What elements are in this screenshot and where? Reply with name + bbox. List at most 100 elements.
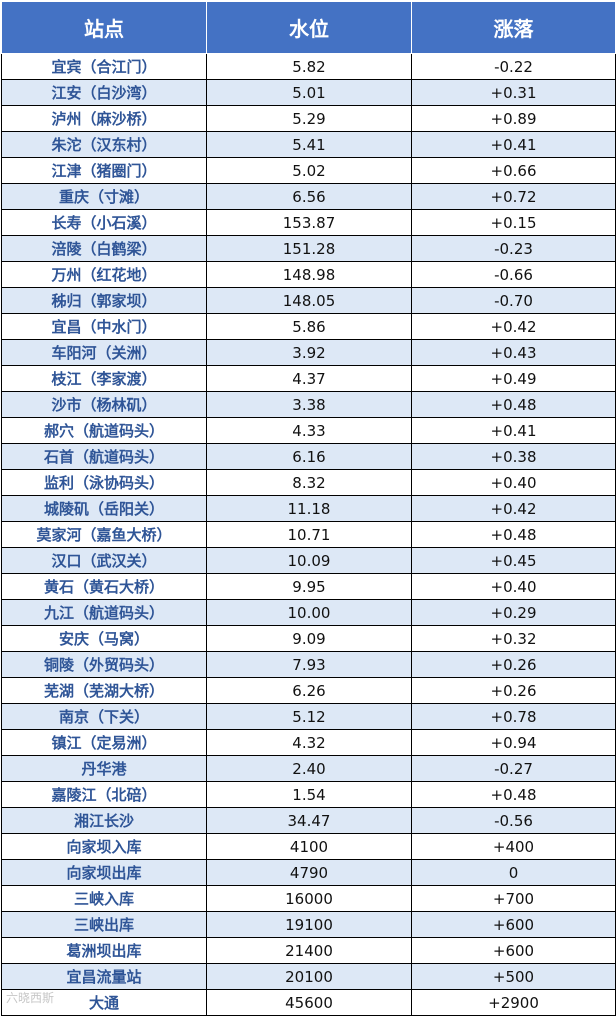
- water-level-cell: 4100: [206, 833, 412, 860]
- change-cell: +0.72: [411, 183, 616, 210]
- station-cell: 葛洲坝出库: [1, 937, 207, 964]
- change-cell: +0.66: [411, 157, 616, 184]
- water-level-cell: 1.54: [206, 781, 412, 808]
- table-row: 朱沱（汉东村） 5.41 +0.41: [1, 131, 616, 158]
- water-level-cell: 10.71: [206, 521, 412, 548]
- table-row: 石首（航道码头） 6.16 +0.38: [1, 443, 616, 470]
- change-cell: +0.40: [411, 573, 616, 600]
- table-row: 江津（猪圈门） 5.02 +0.66: [1, 157, 616, 184]
- change-cell: +0.31: [411, 79, 616, 106]
- table-row: 葛洲坝出库 21400 +600: [1, 937, 616, 964]
- change-cell: +0.41: [411, 131, 616, 158]
- water-level-cell: 4.37: [206, 365, 412, 392]
- station-cell: 重庆（寸滩）: [1, 183, 207, 210]
- water-level-cell: 5.01: [206, 79, 412, 106]
- table-row: 安庆（马窝） 9.09 +0.32: [1, 625, 616, 652]
- water-level-cell: 21400: [206, 937, 412, 964]
- water-level-cell: 5.12: [206, 703, 412, 730]
- station-cell: 三峡出库: [1, 911, 207, 938]
- station-cell: 秭归（郭家坝）: [1, 287, 207, 314]
- change-cell: -0.22: [411, 53, 616, 80]
- change-cell: +400: [411, 833, 616, 860]
- water-level-cell: 4.33: [206, 417, 412, 444]
- table-row: 丹华港 2.40 -0.27: [1, 755, 616, 782]
- change-cell: +0.49: [411, 365, 616, 392]
- water-level-cell: 4.32: [206, 729, 412, 756]
- change-cell: +0.48: [411, 521, 616, 548]
- change-cell: +0.26: [411, 677, 616, 704]
- station-cell: 车阳河（关洲）: [1, 339, 207, 366]
- water-level-cell: 151.28: [206, 235, 412, 262]
- water-level-cell: 2.40: [206, 755, 412, 782]
- change-cell: +0.48: [411, 781, 616, 808]
- table-row: 车阳河（关洲） 3.92 +0.43: [1, 339, 616, 366]
- change-cell: +0.42: [411, 313, 616, 340]
- station-cell: 监利（泳协码头）: [1, 469, 207, 496]
- table-row: 宜宾（合江门） 5.82 -0.22: [1, 53, 616, 80]
- table-row: 万州（红花地） 148.98 -0.66: [1, 261, 616, 288]
- table-row: 泸州（麻沙桥） 5.29 +0.89: [1, 105, 616, 132]
- header-change: 涨落: [411, 1, 616, 54]
- water-level-cell: 5.82: [206, 53, 412, 80]
- station-cell: 涪陵（白鹤梁）: [1, 235, 207, 262]
- station-cell: 南京（下关）: [1, 703, 207, 730]
- station-cell: 宜昌流量站: [1, 963, 207, 990]
- station-cell: 安庆（马窝）: [1, 625, 207, 652]
- water-level-cell: 11.18: [206, 495, 412, 522]
- station-cell: 嘉陵江（北碚）: [1, 781, 207, 808]
- change-cell: +0.78: [411, 703, 616, 730]
- change-cell: +0.45: [411, 547, 616, 574]
- change-cell: -0.56: [411, 807, 616, 834]
- table-row: 枝江（李家渡） 4.37 +0.49: [1, 365, 616, 392]
- station-cell: 黄石（黄石大桥）: [1, 573, 207, 600]
- water-level-cell: 3.38: [206, 391, 412, 418]
- change-cell: +0.29: [411, 599, 616, 626]
- change-cell: +0.15: [411, 209, 616, 236]
- water-level-cell: 148.05: [206, 287, 412, 314]
- change-cell: +500: [411, 963, 616, 990]
- change-cell: +0.40: [411, 469, 616, 496]
- watermark: 六晓西斯: [6, 991, 55, 1005]
- water-level-cell: 10.00: [206, 599, 412, 626]
- table-row: 黄石（黄石大桥） 9.95 +0.40: [1, 573, 616, 600]
- table-row: 向家坝出库 4790 0: [1, 859, 616, 886]
- water-level-cell: 153.87: [206, 209, 412, 236]
- change-cell: +0.42: [411, 495, 616, 522]
- station-cell: 朱沱（汉东村）: [1, 131, 207, 158]
- water-level-cell: 10.09: [206, 547, 412, 574]
- station-cell: 长寿（小石溪）: [1, 209, 207, 236]
- station-cell: 宜昌（中水门）: [1, 313, 207, 340]
- water-level-cell: 148.98: [206, 261, 412, 288]
- change-cell: +600: [411, 937, 616, 964]
- station-cell: 铜陵（外贸码头）: [1, 651, 207, 678]
- station-cell: 郝穴（航道码头）: [1, 417, 207, 444]
- station-cell: 九江（航道码头）: [1, 599, 207, 626]
- table-row: 三峡入库 16000 +700: [1, 885, 616, 912]
- station-cell: 汉口（武汉关）: [1, 547, 207, 574]
- station-cell: 枝江（李家渡）: [1, 365, 207, 392]
- water-level-cell: 8.32: [206, 469, 412, 496]
- table-row: 汉口（武汉关） 10.09 +0.45: [1, 547, 616, 574]
- station-cell: 宜宾（合江门）: [1, 53, 207, 80]
- change-cell: +700: [411, 885, 616, 912]
- water-level-cell: 5.02: [206, 157, 412, 184]
- header-station: 站点: [1, 1, 207, 54]
- station-cell: 沙市（杨林矶）: [1, 391, 207, 418]
- water-level-cell: 16000: [206, 885, 412, 912]
- table-row: 湘江长沙 34.47 -0.56: [1, 807, 616, 834]
- table-row: 沙市（杨林矶） 3.38 +0.48: [1, 391, 616, 418]
- change-cell: 0: [411, 859, 616, 886]
- table-body: 宜宾（合江门） 5.82 -0.22 江安（白沙湾） 5.01 +0.31 泸州（麻沙桥） 5…: [1, 53, 616, 1016]
- station-cell: 泸州（麻沙桥）: [1, 105, 207, 132]
- table-row: 宜昌流量站 20100 +500: [1, 963, 616, 990]
- table-row: 涪陵（白鹤梁） 151.28 -0.23: [1, 235, 616, 262]
- station-cell: 万州（红花地）: [1, 261, 207, 288]
- water-level-cell: 5.41: [206, 131, 412, 158]
- table-row: 宜昌（中水门） 5.86 +0.42: [1, 313, 616, 340]
- table-row: 铜陵（外贸码头） 7.93 +0.26: [1, 651, 616, 678]
- change-cell: +0.32: [411, 625, 616, 652]
- table-row: 秭归（郭家坝） 148.05 -0.70: [1, 287, 616, 314]
- change-cell: +0.94: [411, 729, 616, 756]
- change-cell: +0.89: [411, 105, 616, 132]
